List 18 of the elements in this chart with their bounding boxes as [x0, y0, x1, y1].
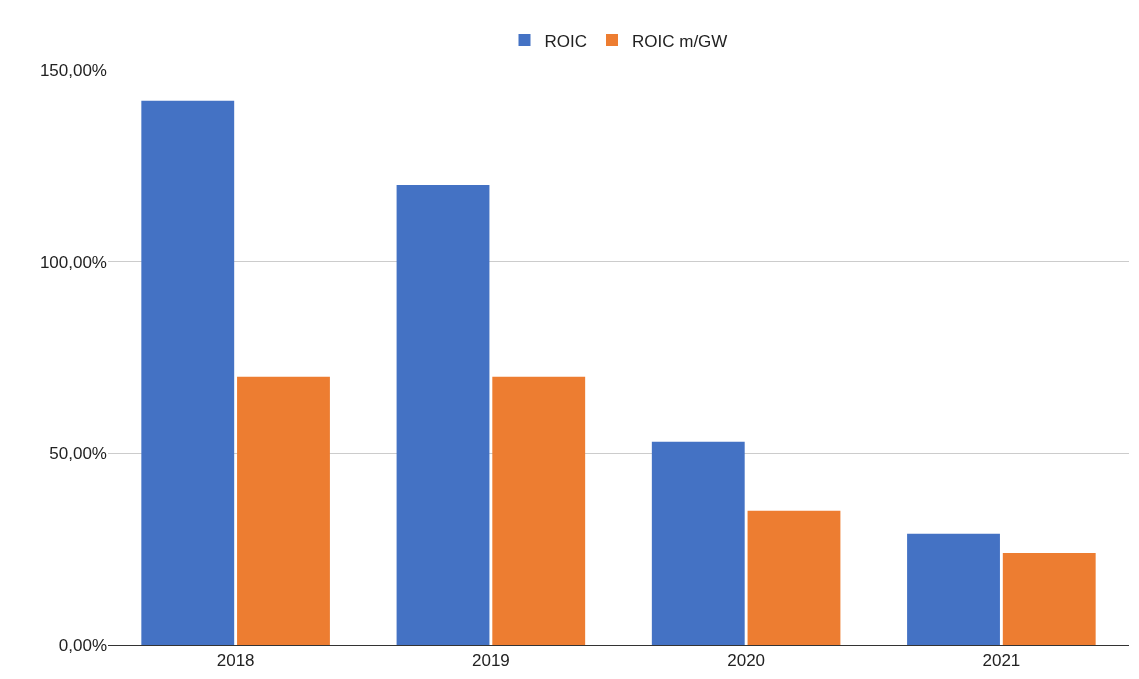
y-tick-label: 100,00% [39, 252, 107, 272]
x-tick-label: 2018 [216, 651, 255, 671]
bar [141, 100, 235, 645]
legend-label: ROIC [544, 31, 587, 51]
y-tick-label: 50,00% [49, 444, 107, 464]
bar [651, 441, 745, 645]
bar [907, 533, 1000, 645]
y-tick-label: 150,00% [39, 60, 107, 80]
bar [492, 376, 586, 645]
bar [237, 376, 330, 645]
x-tick-label: 2020 [727, 651, 766, 671]
x-tick-label: 2019 [471, 651, 510, 671]
x-tick-label: 2021 [982, 651, 1021, 671]
y-tick-label: 0,00% [58, 635, 107, 655]
bar [747, 510, 841, 645]
bar [1002, 553, 1096, 645]
bar [396, 185, 490, 645]
legend-label: ROIC m/GW [632, 31, 728, 51]
